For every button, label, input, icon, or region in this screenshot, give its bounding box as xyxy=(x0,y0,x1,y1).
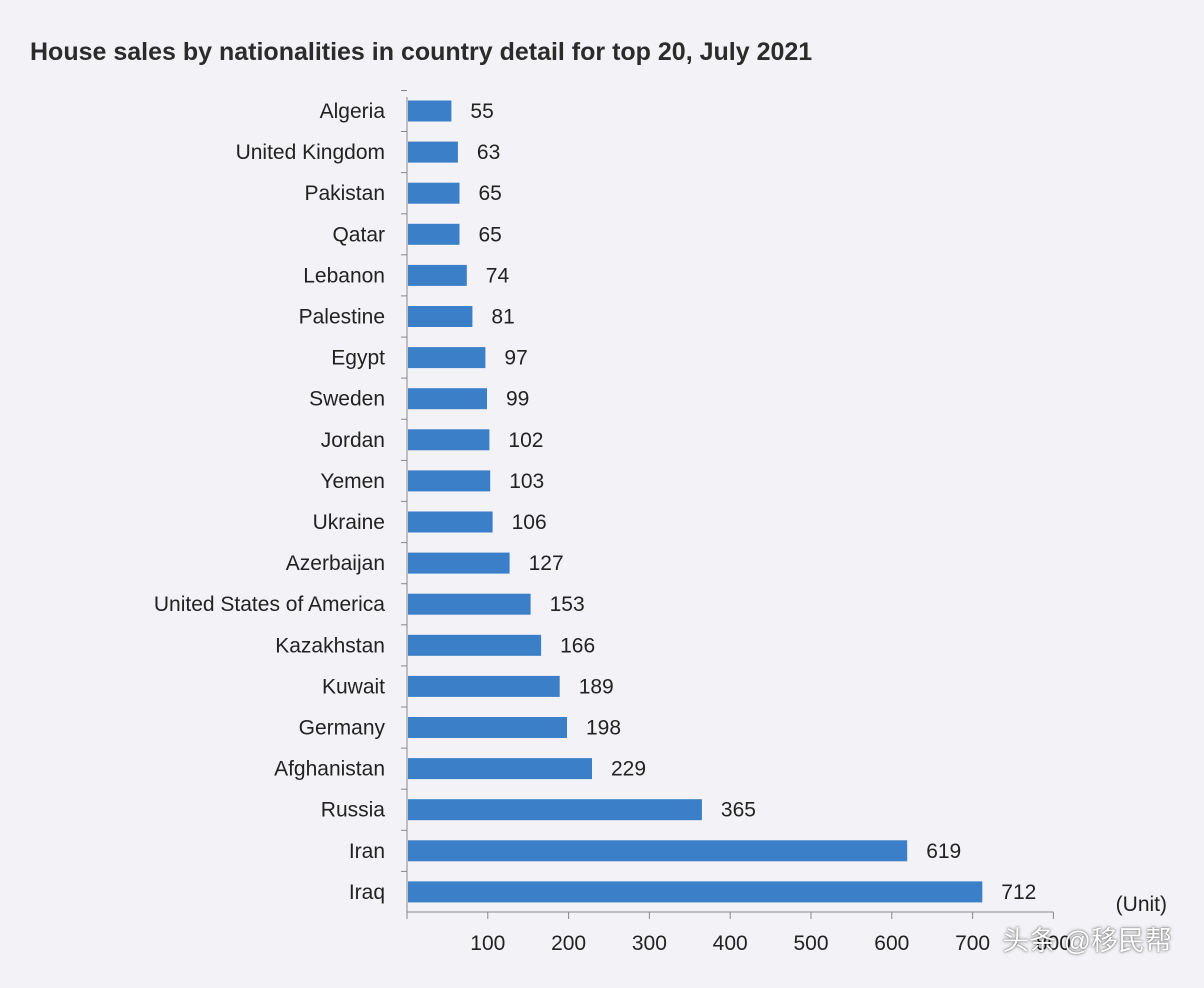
category-label: Ukraine xyxy=(313,511,385,534)
bar-lebanon xyxy=(408,264,467,286)
bar-egypt xyxy=(408,347,486,369)
axis-layer xyxy=(401,90,1054,919)
value-label: 99 xyxy=(506,388,529,411)
category-label: Palestine xyxy=(299,306,385,329)
bar-pakistan xyxy=(408,182,460,204)
bar-united-kingdom xyxy=(408,141,458,163)
bar-yemen xyxy=(408,470,491,492)
value-label: 55 xyxy=(470,100,493,123)
x-tick-label: 200 xyxy=(551,932,586,955)
category-label: Kazakhstan xyxy=(275,634,385,657)
bar-iran xyxy=(408,840,908,862)
bar-kuwait xyxy=(408,675,560,697)
category-label: Russia xyxy=(321,799,386,822)
category-label: Iran xyxy=(349,840,385,863)
watermark-text: 头条 @移民帮 xyxy=(1002,926,1172,956)
x-tick-label: 700 xyxy=(955,932,990,955)
x-tick-label: 500 xyxy=(793,932,828,955)
category-label: Azerbaijan xyxy=(286,552,385,575)
value-label: 65 xyxy=(479,223,502,246)
category-label: United States of America xyxy=(154,593,385,616)
bar-sweden xyxy=(408,388,487,410)
category-label: Sweden xyxy=(309,388,385,411)
value-label: 198 xyxy=(586,717,621,740)
value-label: 103 xyxy=(509,470,544,493)
value-label: 619 xyxy=(926,840,961,863)
x-tick-label: 400 xyxy=(713,932,748,955)
category-label: Kuwait xyxy=(322,675,385,698)
chart-title: House sales by nationalities in country … xyxy=(30,38,813,66)
bar-russia xyxy=(408,799,702,821)
value-label: 65 xyxy=(479,182,502,205)
category-label: Egypt xyxy=(331,347,385,370)
category-label: Algeria xyxy=(320,100,386,123)
value-label: 365 xyxy=(721,799,756,822)
bar-ukraine xyxy=(408,511,493,533)
bar-germany xyxy=(408,717,567,738)
labels-layer: Algeria 55 United Kingdom 63 Pakistan 65 Qatar… xyxy=(154,100,1167,955)
bar-qatar xyxy=(408,223,460,245)
category-label: Lebanon xyxy=(303,264,385,287)
value-label: 712 xyxy=(1001,881,1036,904)
x-tick-label: 300 xyxy=(632,932,667,955)
x-tick-label: 600 xyxy=(874,932,909,955)
value-label: 153 xyxy=(550,593,585,616)
x-tick-label: 800 xyxy=(1036,932,1071,955)
bar-afghanistan xyxy=(408,758,592,780)
unit-label: (Unit) xyxy=(1116,893,1167,916)
value-label: 166 xyxy=(560,634,595,657)
value-label: 127 xyxy=(529,552,564,575)
value-label: 97 xyxy=(504,347,527,370)
bar-kazakhstan xyxy=(408,634,542,656)
value-label: 63 xyxy=(477,141,500,164)
value-label: 229 xyxy=(611,758,646,781)
bar-palestine xyxy=(408,306,473,327)
category-label: Pakistan xyxy=(304,182,385,205)
category-label: Jordan xyxy=(321,429,385,452)
category-label: Iraq xyxy=(349,881,385,904)
bar-jordan xyxy=(408,429,490,451)
category-label: Yemen xyxy=(320,470,385,493)
category-label: Germany xyxy=(299,717,386,740)
category-label: Afghanistan xyxy=(274,758,385,781)
value-label: 189 xyxy=(579,675,614,698)
category-label: United Kingdom xyxy=(236,141,385,164)
bar-iraq xyxy=(408,881,983,903)
value-label: 102 xyxy=(508,429,543,452)
x-tick-label: 100 xyxy=(470,932,505,955)
bar-algeria xyxy=(408,100,452,122)
value-label: 74 xyxy=(486,264,510,287)
bars-layer xyxy=(408,100,983,903)
value-label: 81 xyxy=(491,306,514,329)
category-label: Qatar xyxy=(332,223,385,246)
bar-azerbaijan xyxy=(408,552,510,574)
value-label: 106 xyxy=(512,511,547,534)
bar-united-states-of-america xyxy=(408,593,531,615)
